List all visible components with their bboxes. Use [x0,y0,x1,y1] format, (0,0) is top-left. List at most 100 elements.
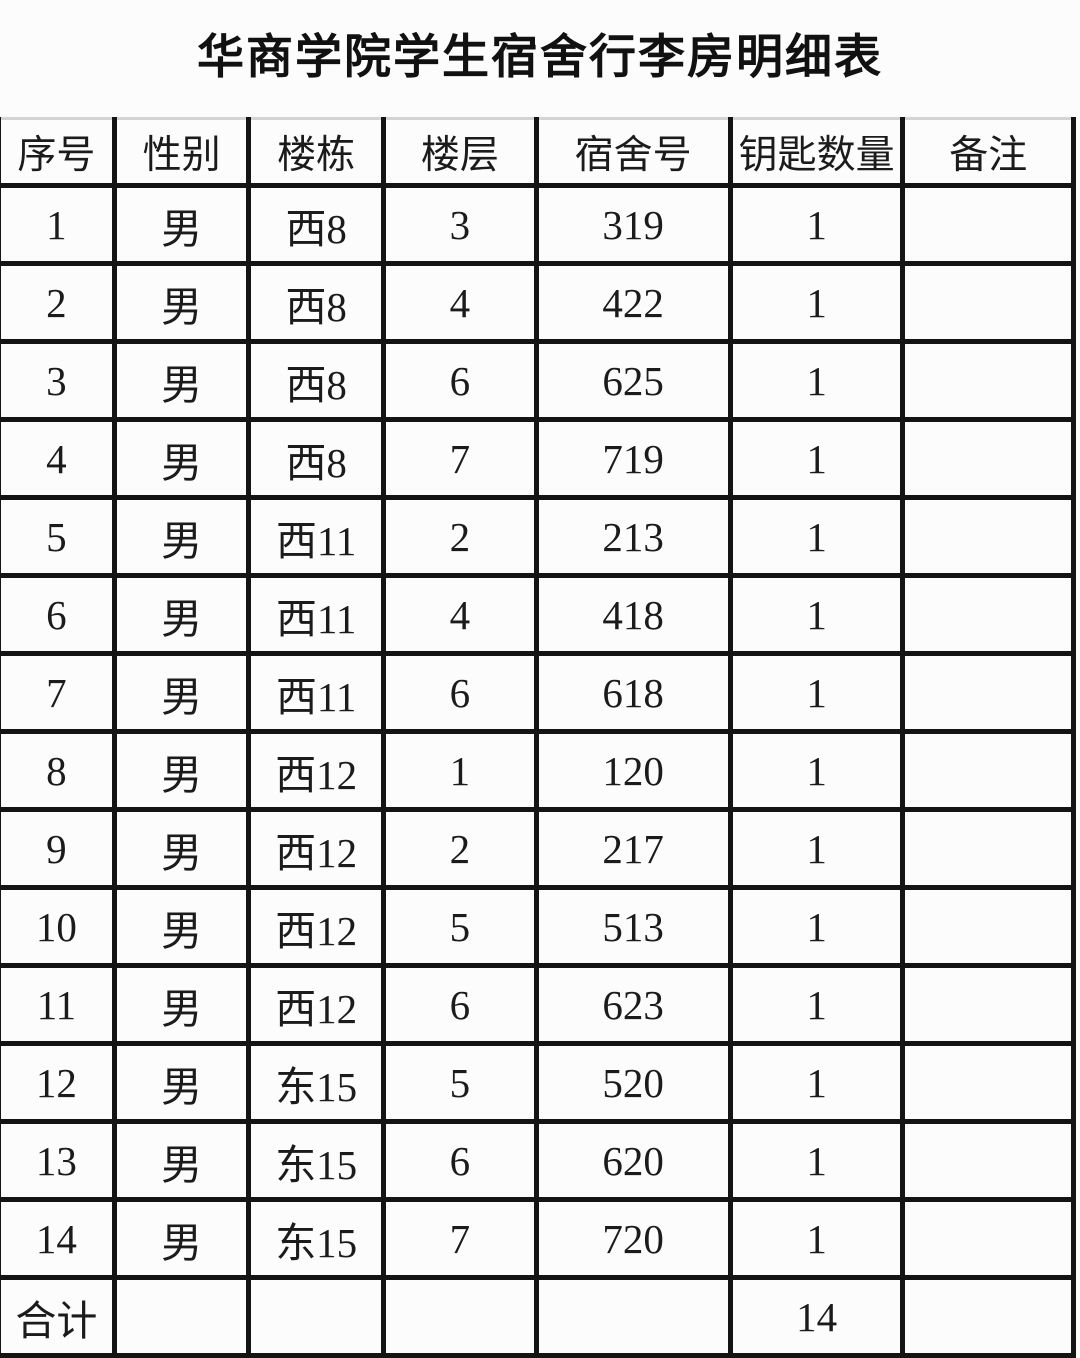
column-header-floor: 楼层 [381,117,539,188]
cell-keys: 1 [727,495,906,578]
cell-building: 西12 [246,807,387,890]
cell-room: 618 [533,651,733,734]
table-row: 13 男 东15 6 620 1 [0,1119,1076,1202]
total-cell-remark [900,1275,1076,1358]
cell-floor: 2 [381,495,539,578]
table-row: 4 男 西8 7 719 1 [0,417,1076,500]
cell-floor: 6 [381,339,539,422]
cell-remark [900,729,1076,812]
cell-gender: 男 [111,261,252,344]
column-header-no: 序号 [0,117,117,188]
column-header-remark: 备注 [900,117,1076,188]
cell-room: 520 [533,1041,733,1124]
cell-gender: 男 [111,651,252,734]
cell-floor: 7 [381,1197,539,1280]
cell-floor: 5 [381,1041,539,1124]
cell-no: 11 [0,963,117,1046]
total-keys-value: 14 [727,1275,906,1358]
page-title: 华商学院学生宿舍行李房明细表 [197,30,883,83]
cell-room: 513 [533,885,733,968]
cell-gender: 男 [111,1041,252,1124]
cell-room: 620 [533,1119,733,1202]
total-label: 合计 [0,1275,117,1358]
cell-room: 319 [533,183,733,266]
cell-remark [900,339,1076,422]
cell-keys: 1 [727,885,906,968]
cell-building: 西8 [246,261,387,344]
cell-remark [900,183,1076,266]
table-row: 6 男 西11 4 418 1 [0,573,1076,656]
cell-no: 5 [0,495,117,578]
cell-room: 422 [533,261,733,344]
cell-remark [900,885,1076,968]
cell-keys: 1 [727,807,906,890]
table-row: 5 男 西11 2 213 1 [0,495,1076,578]
cell-room: 623 [533,963,733,1046]
cell-building: 西8 [246,417,387,500]
cell-keys: 1 [727,183,906,266]
table-row: 7 男 西11 6 618 1 [0,651,1076,734]
cell-building: 东15 [246,1197,387,1280]
cell-no: 6 [0,573,117,656]
cell-gender: 男 [111,807,252,890]
cell-keys: 1 [727,1197,906,1280]
cell-remark [900,807,1076,890]
cell-remark [900,495,1076,578]
table-row: 10 男 西12 5 513 1 [0,885,1076,968]
cell-keys: 1 [727,573,906,656]
cell-floor: 6 [381,651,539,734]
cell-building: 西8 [246,339,387,422]
column-header-gender: 性别 [111,117,252,188]
cell-gender: 男 [111,573,252,656]
table-row: 8 男 西12 1 120 1 [0,729,1076,812]
cell-no: 1 [0,183,117,266]
cell-remark [900,1041,1076,1124]
cell-remark [900,261,1076,344]
cell-room: 719 [533,417,733,500]
cell-gender: 男 [111,1119,252,1202]
table-row: 14 男 东15 7 720 1 [0,1197,1076,1280]
cell-no: 4 [0,417,117,500]
cell-keys: 1 [727,261,906,344]
cell-remark [900,963,1076,1046]
table-row: 11 男 西12 6 623 1 [0,963,1076,1046]
cell-room: 217 [533,807,733,890]
cell-gender: 男 [111,495,252,578]
cell-keys: 1 [727,417,906,500]
cell-building: 西12 [246,729,387,812]
column-header-room: 宿舍号 [533,117,733,188]
table-header-row: 序号 性别 楼栋 楼层 宿舍号 钥匙数量 备注 [0,117,1076,188]
luggage-table: 序号 性别 楼栋 楼层 宿舍号 钥匙数量 备注 1 男 西8 3 319 1 2… [0,117,1076,1358]
cell-gender: 男 [111,339,252,422]
cell-building: 东15 [246,1119,387,1202]
total-row: 合计 14 [0,1275,1076,1358]
cell-floor: 6 [381,1119,539,1202]
cell-no: 8 [0,729,117,812]
cell-gender: 男 [111,885,252,968]
cell-no: 13 [0,1119,117,1202]
cell-no: 10 [0,885,117,968]
cell-remark [900,1197,1076,1280]
cell-room: 625 [533,339,733,422]
cell-remark [900,651,1076,734]
cell-floor: 4 [381,261,539,344]
cell-remark [900,573,1076,656]
cell-floor: 7 [381,417,539,500]
cell-gender: 男 [111,729,252,812]
cell-floor: 4 [381,573,539,656]
column-header-building: 楼栋 [246,117,387,188]
cell-floor: 1 [381,729,539,812]
cell-gender: 男 [111,417,252,500]
cell-keys: 1 [727,651,906,734]
table-row: 3 男 西8 6 625 1 [0,339,1076,422]
cell-gender: 男 [111,963,252,1046]
cell-building: 西12 [246,963,387,1046]
table-row: 1 男 西8 3 319 1 [0,183,1076,266]
cell-room: 120 [533,729,733,812]
cell-keys: 1 [727,1041,906,1124]
cell-no: 7 [0,651,117,734]
cell-building: 西11 [246,573,387,656]
cell-no: 9 [0,807,117,890]
cell-floor: 3 [381,183,539,266]
cell-remark [900,1119,1076,1202]
